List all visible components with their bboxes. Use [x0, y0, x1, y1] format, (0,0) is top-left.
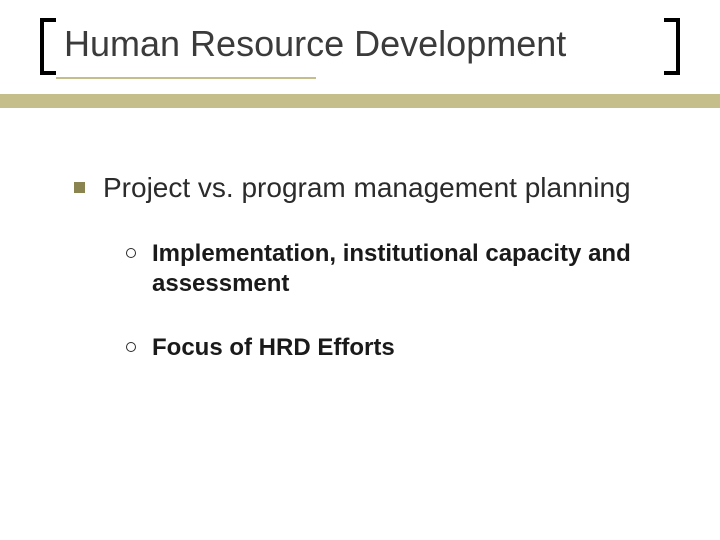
- title-row: Human Resource Development: [40, 18, 680, 75]
- slide-title: Human Resource Development: [56, 18, 574, 75]
- bracket-left-icon: [40, 18, 56, 75]
- title-underline: [56, 77, 316, 79]
- circle-bullet-icon: [126, 248, 136, 258]
- bullet-level2-text: Implementation, institutional capacity a…: [152, 239, 660, 299]
- bullet-level1-text: Project vs. program management planning: [103, 170, 631, 205]
- bullet-level2-text: Focus of HRD Efforts: [152, 333, 395, 363]
- circle-bullet-icon: [126, 342, 136, 352]
- bullet-level2: Implementation, institutional capacity a…: [126, 239, 660, 299]
- title-block: Human Resource Development: [40, 18, 680, 79]
- square-bullet-icon: [74, 182, 85, 193]
- bracket-right-icon: [664, 18, 680, 75]
- bullet-level2-group: Implementation, institutional capacity a…: [126, 239, 660, 363]
- bracket-right-wrap: [574, 18, 680, 75]
- bullet-level1: Project vs. program management planning: [74, 170, 660, 205]
- content-area: Project vs. program management planning …: [74, 170, 660, 397]
- accent-band: [0, 94, 720, 108]
- slide: Human Resource Development Project vs. p…: [0, 0, 720, 540]
- bullet-level2: Focus of HRD Efforts: [126, 333, 660, 363]
